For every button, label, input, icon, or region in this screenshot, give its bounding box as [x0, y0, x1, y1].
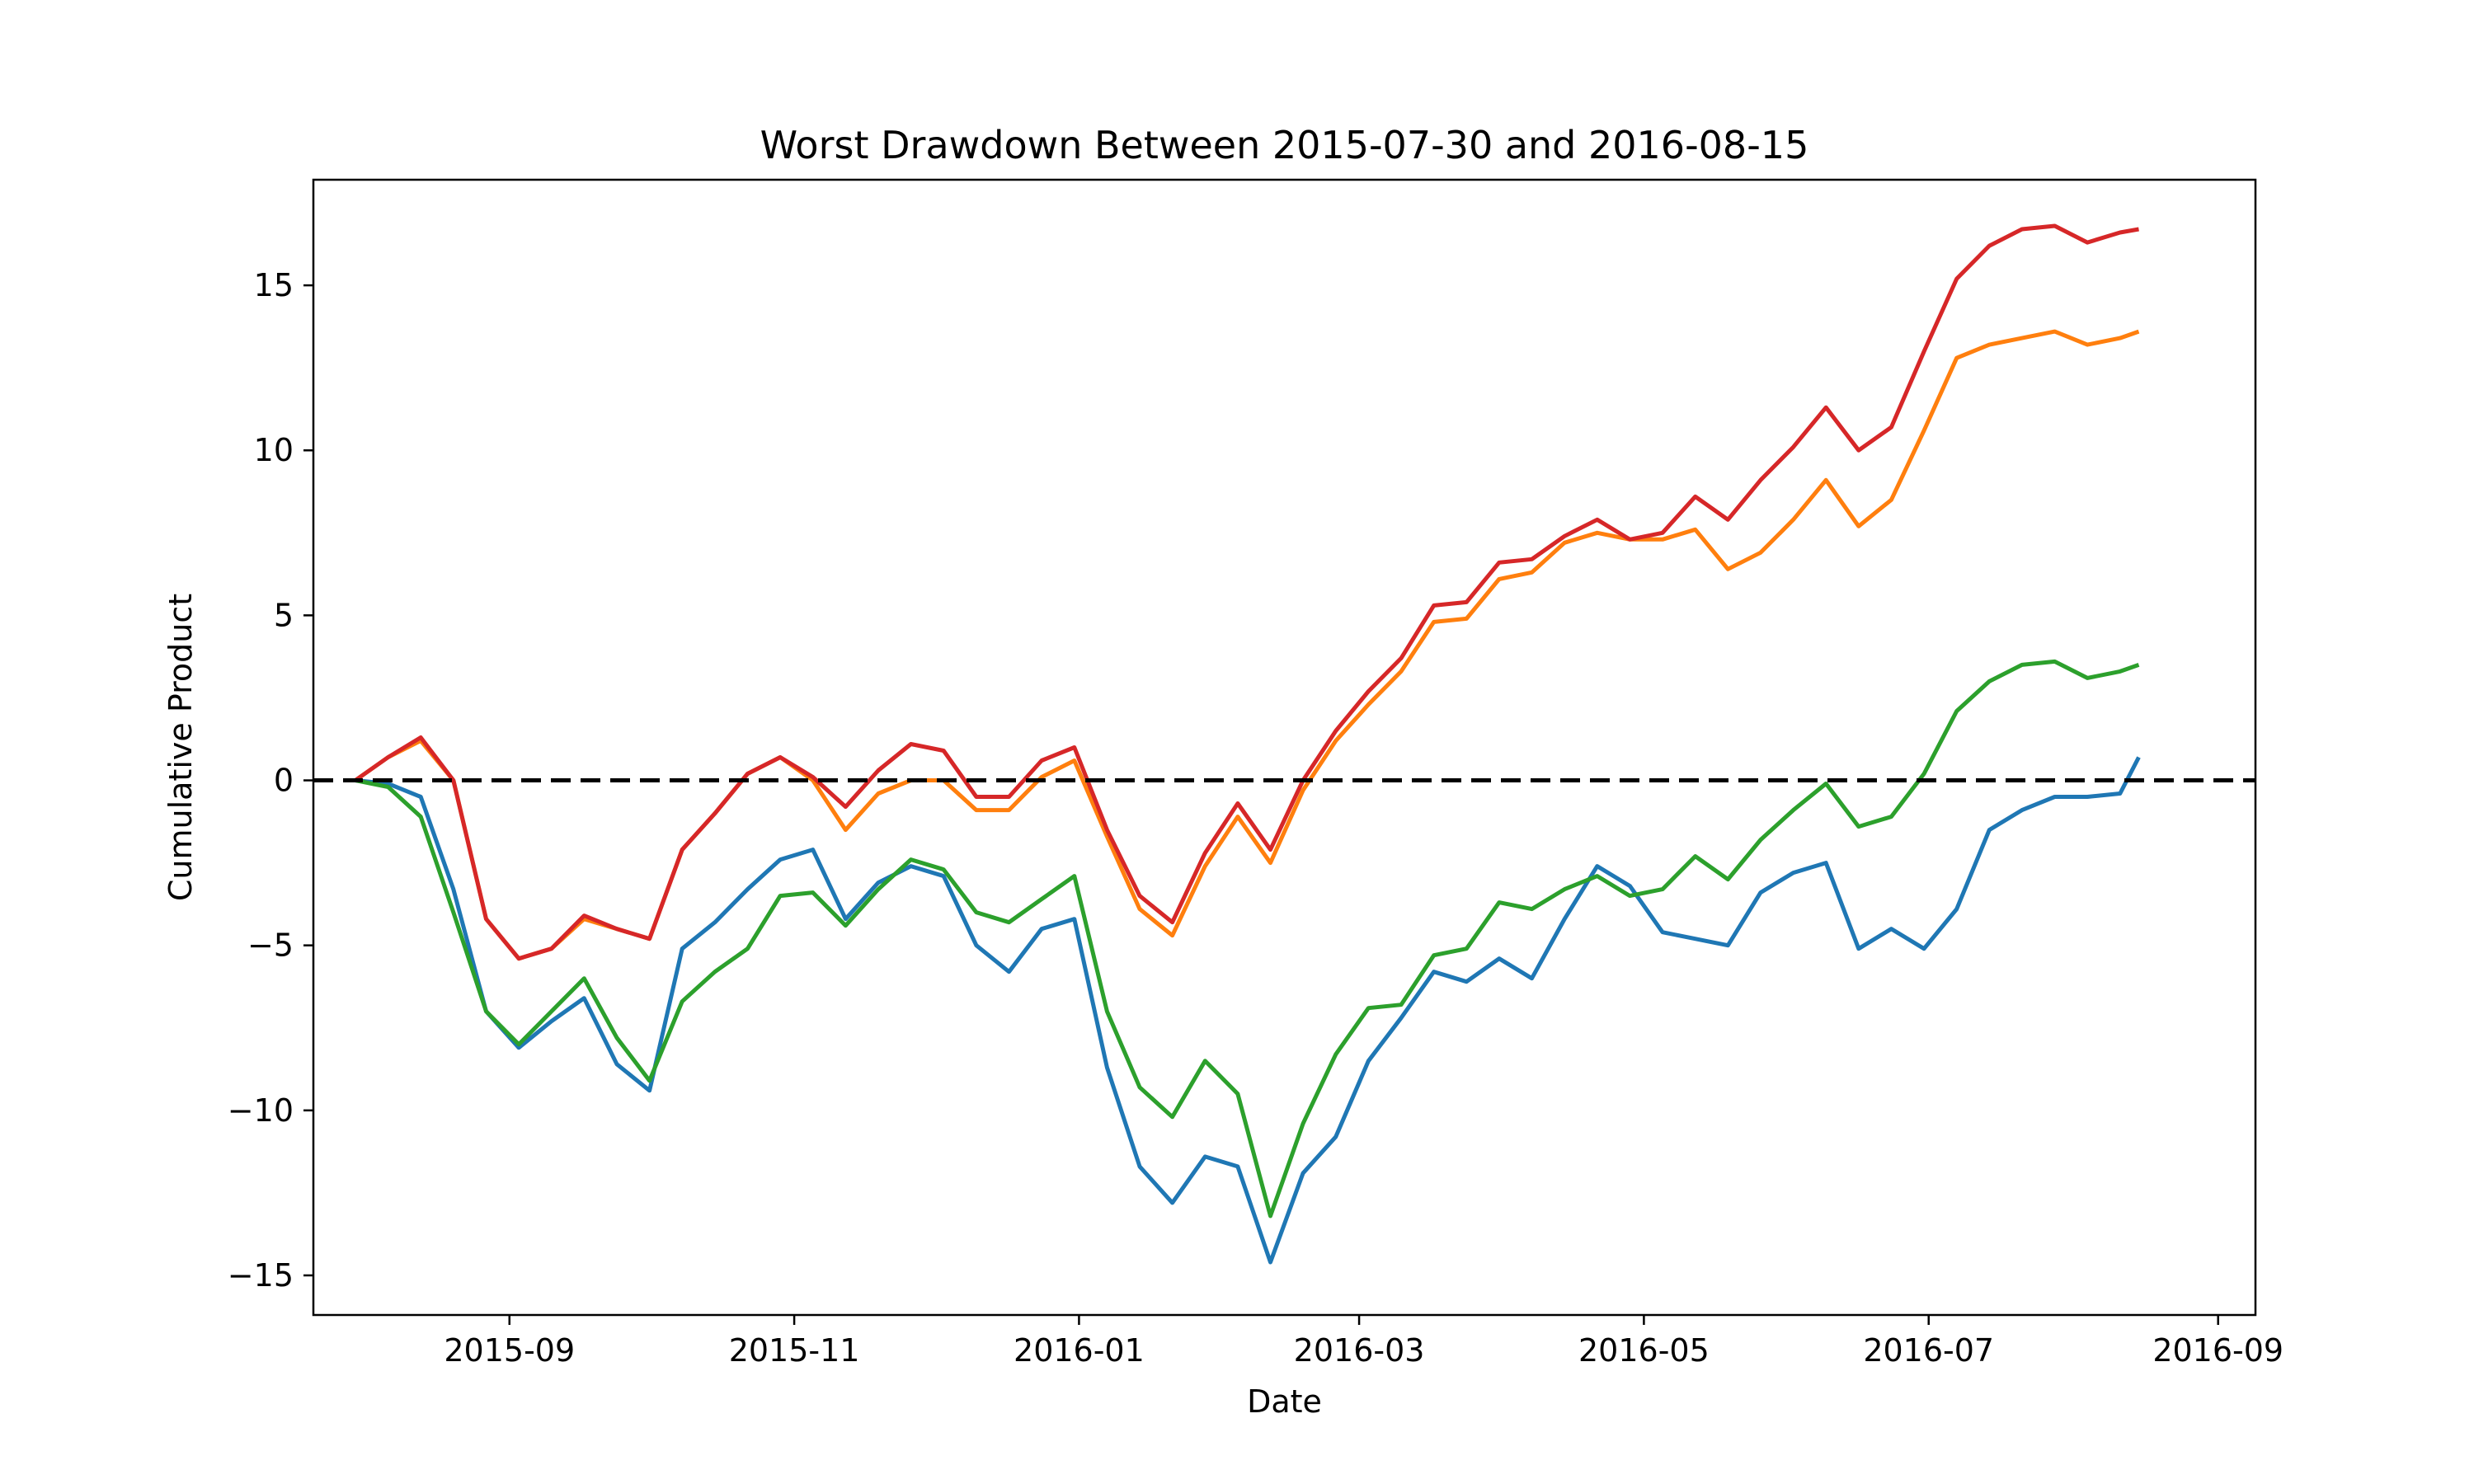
series-line-4 [354, 223, 2139, 961]
x-tick-label: 2015-11 [729, 1332, 860, 1369]
x-tick-label: 2016-03 [1294, 1332, 1425, 1369]
y-axis: −15 −10 −5 0 5 10 15 [228, 267, 313, 1294]
y-tick-label: −5 [247, 928, 294, 964]
series-layer [354, 223, 2141, 1265]
x-tick-label: 2016-07 [1863, 1332, 1994, 1369]
x-tick-label: 2015-09 [444, 1332, 575, 1369]
y-tick-label: −15 [228, 1257, 294, 1294]
y-tick-label: 5 [274, 597, 294, 633]
y-tick-label: 0 [274, 763, 294, 799]
y-tick-label: 10 [254, 432, 294, 468]
y-axis-label: Cumulative Product [162, 594, 199, 901]
x-tick-label: 2016-09 [2152, 1332, 2284, 1369]
y-tick-label: 15 [254, 267, 294, 303]
plot-area-frame [312, 178, 2257, 1317]
y-tick-label: −10 [228, 1092, 294, 1129]
x-tick-label: 2016-05 [1578, 1332, 1710, 1369]
x-axis-label: Date [1247, 1383, 1322, 1420]
series-line-3 [355, 659, 2140, 1219]
chart-title: Worst Drawdown Between 2015-07-30 and 20… [760, 123, 1809, 167]
x-tick-label: 2016-01 [1014, 1332, 1145, 1369]
x-axis: 2015-09 2015-11 2016-01 2016-03 2016-05 2016-… [444, 1315, 2284, 1369]
